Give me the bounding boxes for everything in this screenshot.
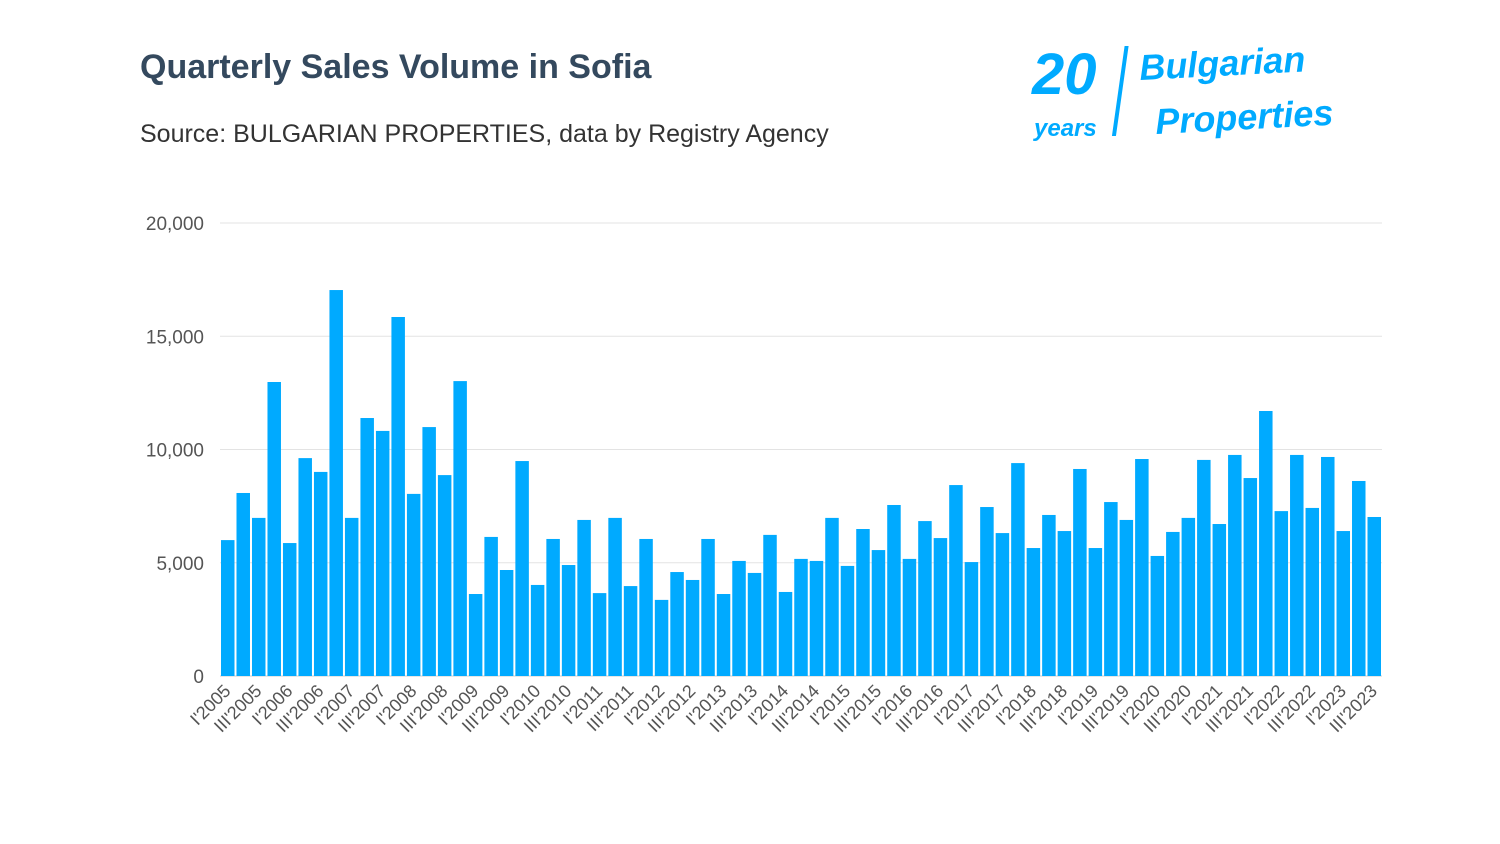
bar bbox=[887, 504, 901, 676]
bar bbox=[918, 521, 932, 676]
bar bbox=[422, 427, 436, 676]
bar bbox=[437, 475, 452, 676]
y-tick-label: 5,000 bbox=[156, 554, 204, 575]
bar bbox=[980, 507, 994, 676]
logo-number: 20 bbox=[1031, 42, 1097, 107]
bar bbox=[964, 562, 979, 676]
bar bbox=[840, 565, 855, 676]
bar bbox=[701, 538, 715, 676]
bar bbox=[344, 517, 359, 676]
bar bbox=[329, 290, 343, 676]
bar bbox=[298, 458, 312, 676]
bar bbox=[763, 534, 777, 676]
bar bbox=[530, 584, 545, 676]
bar bbox=[778, 591, 793, 676]
chart-title: Quarterly Sales Volume in Sofia bbox=[140, 48, 652, 86]
y-tick-label: 20,000 bbox=[146, 214, 204, 235]
bar bbox=[639, 538, 653, 676]
chart-subtitle: Source: BULGARIAN PROPERTIES, data by Re… bbox=[140, 120, 829, 148]
bar bbox=[685, 579, 700, 676]
bar bbox=[716, 594, 731, 676]
bar bbox=[1026, 548, 1041, 676]
bar bbox=[856, 529, 870, 676]
bar bbox=[809, 560, 824, 676]
logo-brand-bottom: Properties bbox=[1154, 92, 1334, 142]
logo-brand-top: Bulgarian bbox=[1138, 38, 1306, 88]
y-tick-label: 0 bbox=[193, 667, 204, 688]
bar bbox=[902, 558, 917, 676]
bar bbox=[1073, 468, 1087, 676]
bar bbox=[1135, 459, 1149, 676]
bar bbox=[995, 533, 1010, 676]
logo-years: years bbox=[1033, 115, 1097, 142]
bar bbox=[1088, 548, 1103, 676]
bar bbox=[406, 493, 421, 676]
bar bbox=[1352, 480, 1366, 676]
bar bbox=[1336, 531, 1351, 676]
bar bbox=[825, 517, 839, 676]
bar bbox=[251, 517, 266, 676]
bar bbox=[221, 540, 235, 676]
bar bbox=[1042, 514, 1056, 676]
bar bbox=[236, 492, 250, 676]
bar bbox=[794, 558, 808, 676]
bar bbox=[654, 599, 669, 676]
bar bbox=[1057, 531, 1072, 676]
bar bbox=[1212, 524, 1227, 676]
bar bbox=[1119, 519, 1134, 676]
bar bbox=[1197, 459, 1211, 676]
bar bbox=[1321, 456, 1335, 676]
bar bbox=[1290, 454, 1304, 676]
logo-divider bbox=[1111, 46, 1129, 136]
bar bbox=[1274, 511, 1289, 676]
bar bbox=[360, 418, 374, 676]
bar bbox=[592, 593, 607, 676]
bar bbox=[375, 430, 390, 676]
bar bbox=[1166, 531, 1180, 676]
bar bbox=[1181, 517, 1196, 676]
bar bbox=[732, 560, 746, 676]
bar bbox=[267, 382, 281, 676]
bar bbox=[468, 594, 483, 676]
bar bbox=[747, 572, 762, 676]
bar bbox=[484, 536, 498, 676]
y-tick-label: 10,000 bbox=[146, 441, 204, 462]
bar bbox=[608, 517, 622, 676]
bar bbox=[1305, 507, 1320, 676]
bar bbox=[313, 471, 328, 676]
bar bbox=[1243, 478, 1258, 676]
bar bbox=[499, 569, 514, 676]
bar bbox=[515, 461, 529, 676]
bar bbox=[453, 381, 467, 676]
bar bbox=[1150, 555, 1165, 676]
y-tick-label: 15,000 bbox=[146, 327, 204, 348]
bar bbox=[1259, 410, 1273, 676]
bar bbox=[1011, 463, 1025, 676]
bar bbox=[1367, 516, 1381, 676]
bar bbox=[1104, 502, 1118, 676]
bar bbox=[1228, 454, 1242, 676]
bar bbox=[546, 538, 560, 676]
bar bbox=[391, 316, 405, 676]
bar bbox=[871, 550, 886, 676]
bar bbox=[623, 586, 638, 676]
brand-logo: 20 years Bulgarian Properties bbox=[1031, 38, 1334, 142]
bar bbox=[670, 572, 684, 676]
bar bbox=[561, 565, 576, 676]
bar bbox=[577, 519, 591, 676]
bar bbox=[949, 485, 963, 676]
bar bbox=[282, 543, 297, 676]
bar bbox=[933, 538, 948, 676]
